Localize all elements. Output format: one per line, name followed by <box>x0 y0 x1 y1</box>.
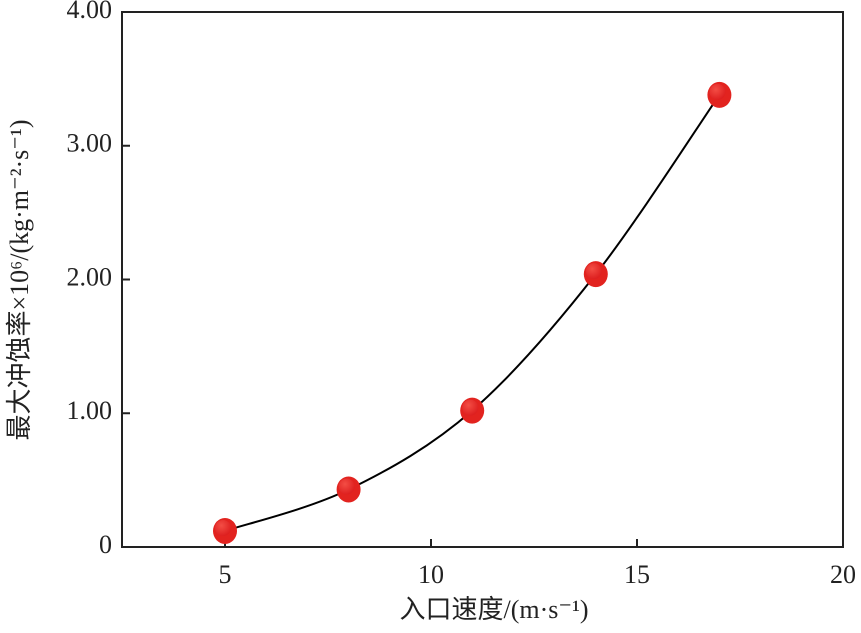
y-tick-label: 1.00 <box>67 396 113 425</box>
x-axis-label: 入口速度/(m·s⁻¹) <box>399 595 588 624</box>
y-axis-label: 最大冲蚀率×10⁶/(kg·m⁻²·s⁻¹) <box>5 120 34 441</box>
x-tick-label: 15 <box>624 560 650 589</box>
x-tick-label: 10 <box>418 560 444 589</box>
data-point-shine <box>462 399 479 416</box>
y-tick-label: 0 <box>99 530 112 559</box>
x-tick-label: 20 <box>830 560 856 589</box>
plot-frame <box>121 11 844 548</box>
data-point-shine <box>215 519 231 536</box>
data-point-shine <box>709 83 726 100</box>
y-tick-label: 2.00 <box>67 262 113 291</box>
x-tick-label: 5 <box>219 560 232 589</box>
fit-line <box>224 94 721 532</box>
data-point-shine <box>585 263 602 280</box>
data-point-shine <box>338 478 355 495</box>
y-tick-label: 3.00 <box>67 129 113 158</box>
y-tick-label: 4.00 <box>67 0 113 24</box>
